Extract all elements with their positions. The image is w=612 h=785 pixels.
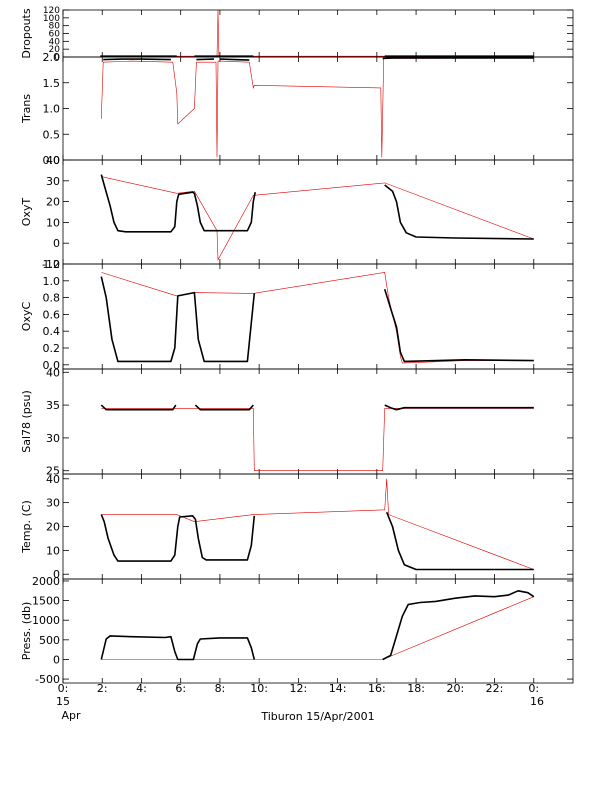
y-tick-label: 1.0 [43, 103, 61, 116]
y-tick-label: 1500 [32, 595, 60, 608]
y-tick-label: 0.4 [43, 325, 61, 338]
y-axis-label: OxyT [20, 198, 33, 227]
panel-frame [62, 368, 574, 475]
y-tick-label: 0 [53, 568, 60, 581]
panel-frame [62, 159, 574, 265]
y-tick-label: 25 [46, 465, 60, 478]
y-axis-label: Temp. (C) [20, 500, 33, 554]
y-tick-label: 10 [46, 216, 60, 229]
y-tick-label: 0.5 [43, 128, 61, 141]
x-axis-start-month: Apr [61, 709, 81, 722]
x-tick-label: 22: [486, 682, 504, 695]
panel-7: -500 0 500 1000 1500 2000 Press. (db) [20, 575, 574, 686]
panel-4: 0.0 0.2 0.4 0.6 0.8 1.0 1.2 OxyC [20, 258, 574, 372]
y-tick-label: -500 [35, 673, 60, 686]
y-tick-label: 500 [39, 634, 60, 647]
y-tick-label: 20 [46, 196, 60, 209]
x-tick-label: 6: [175, 682, 186, 695]
y-tick-label: 1.2 [43, 258, 61, 271]
series-raw-line [101, 176, 534, 261]
y-tick-label: 0.8 [43, 292, 61, 305]
panel-frame [62, 578, 574, 684]
y-tick-label: 0.2 [43, 342, 61, 355]
y-tick-label: 80 [49, 22, 61, 32]
panel-frame [62, 473, 574, 580]
y-tick-label: 60 [49, 30, 61, 40]
y-tick-label: 20 [46, 521, 60, 534]
series-raw-line [101, 596, 534, 660]
y-tick-label: 1.5 [43, 77, 61, 90]
chart-panels: 020406080100120Dropouts0.00.51.01.52.0Tr… [20, 6, 574, 686]
panel-6: 0 10 20 30 40 Temp. (C) [20, 473, 574, 581]
series-filtered-line [100, 590, 535, 661]
series-filtered-line [100, 174, 534, 240]
y-tick-label: 30 [46, 497, 60, 510]
y-axis-label: Sal78 (psu) [20, 390, 33, 453]
panel-5: 25 30 35 40 Sal78 (psu) [20, 366, 574, 478]
panel-3: -10 0 10 20 30 40 OxyT [20, 154, 574, 271]
y-tick-label: 10 [46, 544, 60, 557]
x-tick-label: 14: [329, 682, 347, 695]
series-filtered-line [100, 511, 534, 571]
y-tick-label: 40 [46, 473, 60, 486]
series-raw-line [101, 408, 534, 471]
y-tick-label: 20 [49, 45, 61, 55]
y-tick-label: 2000 [32, 575, 60, 588]
x-tick-label: 4: [136, 682, 147, 695]
y-tick-label: 0 [53, 237, 60, 250]
x-tick-label: 12: [290, 682, 308, 695]
y-tick-label: 2.0 [43, 51, 61, 64]
x-tick-label: 8: [215, 682, 226, 695]
y-tick-label: 30 [46, 432, 60, 445]
x-axis-start-day: 15 [56, 695, 70, 708]
x-axis-end-day: 16 [530, 695, 544, 708]
y-tick-label: 40 [46, 366, 60, 379]
x-tick-label: 0: [528, 682, 539, 695]
y-tick-label: 1000 [32, 614, 60, 627]
series-raw-line [101, 272, 534, 364]
series-filtered-line [100, 404, 534, 411]
x-tick-label: 18: [407, 682, 425, 695]
y-tick-label: 40 [49, 37, 61, 47]
y-tick-label: 1.0 [43, 275, 61, 288]
series-filtered-line [100, 276, 534, 363]
y-tick-label: 100 [43, 14, 60, 24]
x-tick-label: 0: [58, 682, 69, 695]
y-tick-label: 0.0 [43, 154, 61, 167]
y-tick-label: 35 [46, 399, 60, 412]
y-tick-label: 0.0 [43, 359, 61, 372]
y-tick-label: 0 [54, 53, 60, 63]
y-tick-label: 0 [53, 653, 60, 666]
y-axis-label: Trans [20, 94, 33, 124]
series-raw-line [101, 478, 534, 570]
panel-frame [62, 56, 574, 161]
y-tick-label: -10 [42, 258, 60, 271]
series-raw-line [100, 9, 534, 58]
y-tick-label: 0.6 [43, 308, 61, 321]
y-tick-label: 30 [46, 175, 60, 188]
series-raw-line [101, 57, 534, 158]
panel-2: 0.0 0.5 1.0 1.5 2.0 Trans [20, 51, 574, 167]
y-axis-label: Press. (db) [20, 602, 33, 661]
y-axis-label: Dropouts [20, 8, 33, 58]
panel-frame [62, 263, 574, 370]
series-filtered-line [103, 57, 534, 61]
x-tick-label: 16: [368, 682, 386, 695]
x-tick-label: 10: [250, 682, 268, 695]
chart-caption: Tiburon 15/Apr/2001 [260, 710, 374, 723]
x-tick-label: 20: [446, 682, 464, 695]
x-tick-label: 2: [97, 682, 108, 695]
y-tick-label: 40 [46, 154, 60, 167]
y-tick-label: 120 [43, 6, 60, 16]
panel-frame [62, 9, 574, 58]
x-axis: 15 Apr 16 Tiburon 15/Apr/2001 0: 2: 4: 6: 8:… [56, 682, 544, 723]
y-axis-label: OxyC [20, 302, 33, 332]
